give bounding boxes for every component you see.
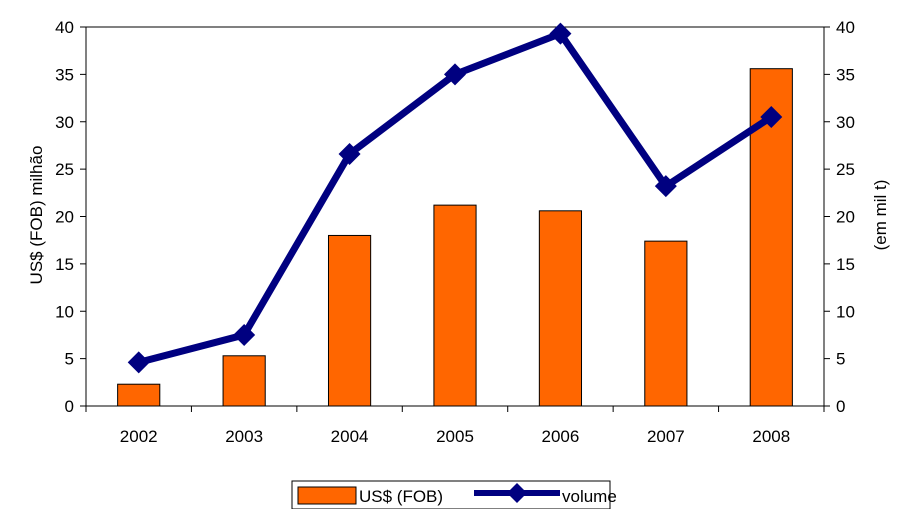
y-tick-label-left: 10 <box>55 302 74 321</box>
x-tick-label: 2007 <box>647 427 685 446</box>
bar <box>644 240 688 407</box>
legend-marker-diamond <box>507 483 527 503</box>
y-tick-label-left: 15 <box>55 255 74 274</box>
y-tick-label-left: 35 <box>55 65 74 84</box>
x-tick-label: 2003 <box>225 427 263 446</box>
bar <box>222 355 266 407</box>
point-marker <box>549 22 572 45</box>
point-marker <box>127 351 150 374</box>
point-marker <box>760 106 783 129</box>
y-tick-label-right: 0 <box>836 397 845 416</box>
y-tick-label-right: 10 <box>836 302 855 321</box>
plot-area: 0 0 5 5 10 10 15 15 20 20 25 25 30 30 35 35 40 40 2002 2003… <box>55 18 855 446</box>
y-tick-label-right: 15 <box>836 255 855 274</box>
y-tick-label-left: 0 <box>65 397 74 416</box>
bar <box>433 204 477 407</box>
point-marker <box>444 63 466 86</box>
point-marker <box>654 175 677 198</box>
y-tick-label-left: 20 <box>55 208 74 227</box>
y-axis-title-right: (em mil t) <box>871 180 890 251</box>
x-tick-label: 2002 <box>120 427 158 446</box>
point-marker <box>338 142 361 165</box>
bar <box>117 383 161 407</box>
y-tick-label-right: 35 <box>836 65 855 84</box>
y-tick-label-right: 40 <box>836 18 855 37</box>
point-marker <box>233 323 256 346</box>
y-axis-title-left: US$ (FOB) milhão <box>27 146 46 285</box>
x-tick-label: 2006 <box>542 427 580 446</box>
y-tick-label-right: 5 <box>836 350 845 369</box>
y-tick-label-right: 30 <box>836 113 855 132</box>
legend-label-line: volume <box>562 487 617 506</box>
y-tick-label-right: 25 <box>836 160 855 179</box>
y-tick-label-left: 5 <box>65 350 74 369</box>
y-tick-label-left: 30 <box>55 113 74 132</box>
y-tick-label-left: 40 <box>55 18 74 37</box>
x-tick-label: 2005 <box>436 427 474 446</box>
bar <box>327 234 372 407</box>
y-tick-label-left: 25 <box>55 160 74 179</box>
x-tick-label: 2004 <box>331 427 369 446</box>
x-tick-label: 2008 <box>752 427 790 446</box>
bar <box>538 210 583 407</box>
legend-label-bar: US$ (FOB) <box>359 487 443 506</box>
legend-swatch-bar <box>297 486 357 505</box>
legend: US$ (FOB) volume <box>291 480 617 510</box>
y-tick-label-right: 20 <box>836 208 855 227</box>
